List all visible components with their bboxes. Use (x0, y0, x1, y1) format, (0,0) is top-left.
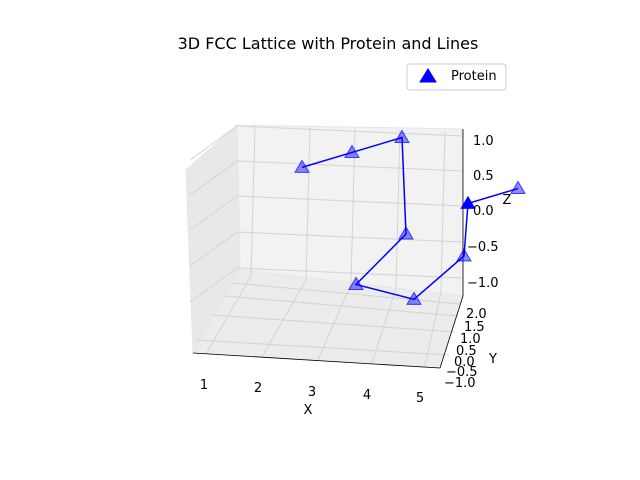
grid-line (195, 339, 450, 356)
protein-markers (294, 129, 526, 305)
legend-marker-triangle-icon (419, 68, 437, 83)
axes (192, 129, 464, 369)
grid-line (224, 295, 459, 317)
grid-line (189, 125, 238, 161)
x-tick-label: 1 (200, 378, 208, 393)
y-tick-label: 1.5 (464, 320, 485, 335)
grid-line (189, 160, 238, 196)
y-axis-line (439, 295, 464, 369)
protein-point (344, 144, 360, 158)
x-tick-label: 5 (416, 391, 424, 406)
protein-lines (301, 136, 519, 301)
z-axis-label: Z (503, 193, 512, 208)
grid-line (211, 314, 456, 333)
protein-point (456, 248, 472, 262)
protein-point (510, 180, 526, 194)
y-tick-label: 2.0 (466, 307, 487, 322)
protein-point (398, 226, 414, 240)
protein-line (301, 136, 519, 301)
grid-line (236, 231, 463, 243)
protein-point (460, 195, 476, 209)
protein-point (406, 291, 422, 305)
grid-line (350, 128, 356, 285)
chart-title: 3D FCC Lattice with Protein and Lines (178, 34, 479, 53)
grid-line (250, 126, 256, 277)
x-axis-label: X (304, 403, 313, 418)
y-tick-label: 0.0 (454, 355, 475, 370)
y-tick-label: −0.5 (446, 365, 478, 380)
y-tick-label: 0.5 (456, 344, 477, 359)
legend: Protein (406, 63, 507, 91)
legend-entry-protein: Protein (451, 69, 497, 84)
z-tick-label: −1.0 (467, 276, 499, 291)
grid-line (189, 231, 238, 267)
grid-line (236, 125, 463, 137)
grid-line (440, 130, 446, 293)
grid-line (189, 195, 238, 231)
x-tick-label: 4 (363, 388, 371, 403)
y-tick-label: −1.0 (444, 376, 476, 391)
grid-line (236, 160, 463, 172)
protein-point (294, 159, 310, 173)
grid-line (236, 195, 463, 207)
tick-labels: 1 2 3 4 52.01.51.00.50.0−0.5−1.01.00.50.0−0.… (200, 134, 499, 406)
z-tick-label: 0.0 (473, 204, 494, 219)
z-tick-label: −0.5 (467, 240, 499, 255)
protein-point (348, 276, 364, 290)
grid-line (305, 127, 311, 281)
protein-point (394, 129, 410, 143)
z-tick-label: 0.5 (473, 169, 494, 184)
legend-box (406, 63, 507, 91)
grid-line (189, 267, 238, 303)
grid-lines (189, 125, 463, 367)
y-tick-label: 1.0 (460, 332, 481, 347)
grid-line (232, 282, 461, 305)
x-axis-line (192, 352, 441, 369)
y-axis-label: Y (488, 352, 497, 367)
z-tick-label: 1.0 (473, 134, 494, 149)
x-tick-label: 2 (254, 381, 262, 396)
x-tick-label: 3 (308, 385, 316, 400)
grid-line (395, 129, 401, 289)
grid-line (236, 267, 463, 279)
